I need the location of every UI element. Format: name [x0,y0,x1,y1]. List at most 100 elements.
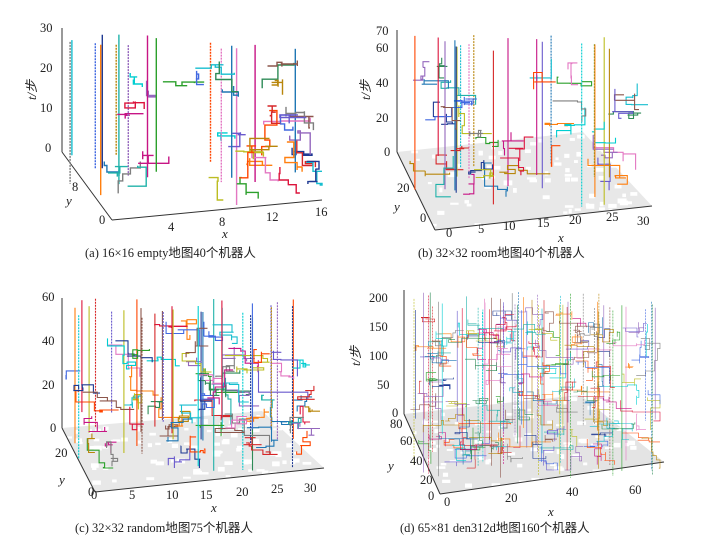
obstacle-cell [251,441,260,446]
obstacle-cell [91,463,99,468]
robot-trajectory [586,439,615,465]
robot-trajectory [463,173,475,195]
robot-trajectory [106,338,137,370]
robot-trajectory [236,176,259,199]
obstacle-cell [577,134,585,139]
robot-trajectory [261,394,275,418]
robot-trajectory [198,377,212,411]
panel-c-t-tick-1: 20 [42,378,55,392]
robot-trajectory [186,357,202,367]
obstacle-cell [243,461,249,465]
robot-trajectory [263,117,311,125]
robot-trajectory [421,79,449,89]
obstacle-cell [464,200,469,204]
obstacle-cell [572,454,581,458]
panel-d-y-label: y [386,458,394,473]
robot-trajectory [625,363,634,369]
panel-d-axes [403,290,665,495]
robot-trajectory [537,360,569,369]
obstacle-cell [147,443,152,448]
robot-trajectory [443,439,464,449]
obstacle-cell [570,177,578,182]
panel-d: 0 50 100 150 200 t/步 0 20 40 60 x 0 20 4… [348,290,665,535]
robot-trajectory [601,422,636,430]
obstacle-cell [616,427,622,431]
robot-trajectory [647,390,661,405]
panel-a-y-tick-0: 0 [99,213,105,227]
robot-trajectory [542,311,554,332]
panel-b-axes [396,30,653,231]
obstacle-cell [608,208,613,214]
panel-d-caption: (d) 65×81 den312d地图160个机器人 [400,521,590,535]
obstacle-cell [92,480,101,485]
obstacle-cell [486,430,492,433]
obstacle-cell [434,429,440,434]
robot-trajectory [466,335,503,344]
robot-trajectory [508,136,534,161]
robot-trajectory [621,373,641,386]
robot-trajectory [647,397,661,430]
obstacle-cell [586,203,595,209]
obstacle-cell [93,445,102,451]
obstacle-cell [525,413,535,419]
robot-trajectory [528,328,558,341]
obstacle-cell [252,428,260,433]
panel-d-y-tick-0: 0 [428,489,434,503]
obstacle-cell [574,160,578,163]
robot-trajectory [559,320,588,343]
obstacle-cell [176,458,186,464]
robot-trajectory [432,330,464,342]
robot-trajectory [483,342,501,370]
robot-trajectory [224,377,232,425]
obstacle-cell [93,438,100,442]
robot-trajectory [440,80,477,105]
panel-c-x-tick-6: 30 [304,481,317,495]
obstacle-cell [238,428,247,431]
obstacle-cell [230,433,238,438]
robot-trajectory [108,165,129,177]
obstacle-cell [614,184,622,189]
obstacle-cell [630,445,637,450]
robot-trajectory [117,113,144,119]
robot-trajectory [518,373,543,385]
obstacle-cell [431,425,436,428]
obstacle-cell [292,458,300,463]
obstacle-cell [604,447,613,450]
obstacle-cell [213,442,220,446]
panel-a-x-tick-2: 12 [266,210,279,224]
robot-trajectory [296,139,317,168]
robot-trajectory [500,419,513,429]
obstacle-cell [446,449,453,451]
robot-trajectory [285,106,315,131]
robot-trajectory [523,389,540,399]
obstacle-cell [506,413,514,416]
robot-trajectory [166,418,192,442]
panel-d-t-tick-2: 100 [369,349,388,363]
panel-b-x-tick-0: 0 [446,226,452,240]
robot-trajectory [493,317,517,332]
robot-trajectory [491,437,507,451]
robot-trajectory [546,425,565,442]
obstacle-cell [514,437,523,442]
robot-trajectory [106,441,119,467]
robot-trajectory [435,331,448,347]
robot-trajectory [249,137,278,151]
panel-a-x-tick-0: 4 [168,220,175,234]
robot-trajectory [590,329,614,343]
panel-d-t-tick-0: 0 [392,406,398,420]
panel-b-t-tick-3: 60 [376,41,389,55]
obstacle-cell [146,477,155,481]
robot-trajectory [575,361,610,384]
robot-trajectory [517,387,546,400]
robot-trajectory [214,427,245,434]
obstacle-cell [583,462,588,466]
robot-trajectory [147,400,163,415]
robot-trajectory [636,413,646,431]
robot-trajectory [448,438,466,465]
obstacle-cell [447,437,455,442]
panel-a-t-tick-2: 20 [40,61,53,75]
obstacle-cell [491,483,501,488]
obstacle-cell [273,422,281,427]
robot-trajectory [591,370,621,381]
obstacle-cell [171,443,178,448]
